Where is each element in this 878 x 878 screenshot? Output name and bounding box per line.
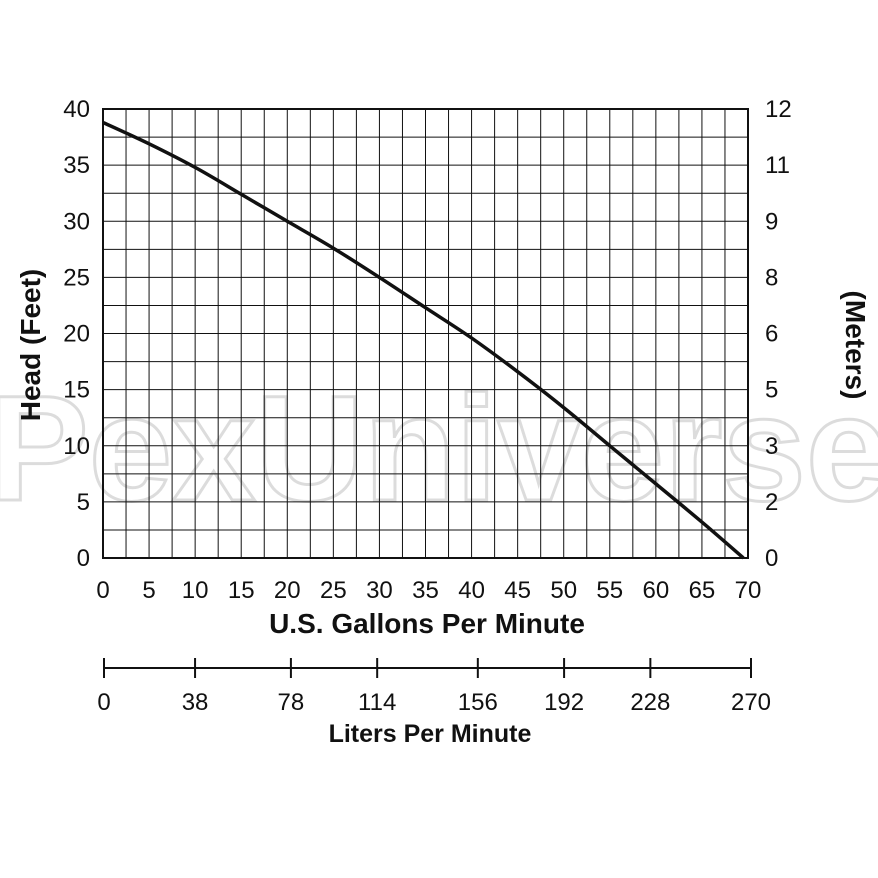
y-tick-label: 25 [63, 264, 90, 291]
x-tick-label: 40 [458, 577, 485, 604]
y-tick-label: 0 [77, 545, 90, 572]
x-tick-label: 0 [96, 577, 109, 604]
x-tick-label: 5 [142, 577, 155, 604]
y-tick-label: 5 [77, 489, 90, 516]
secondary-tick-label: 156 [458, 689, 498, 716]
y-tick-label: 10 [63, 433, 90, 460]
secondary-tick-label: 228 [630, 689, 670, 716]
x-tick-label: 25 [320, 577, 347, 604]
secondary-tick-label: 0 [97, 689, 110, 716]
secondary-tick-label: 192 [544, 689, 584, 716]
y-axis-tick-labels: 0 5 10 15 20 25 30 35 40 [63, 96, 90, 572]
y-right-tick-label: 11 [765, 152, 790, 179]
secondary-tick-label: 114 [358, 689, 396, 716]
x-axis-tick-labels: 0 5 10 15 20 25 30 35 40 45 50 55 60 65 70 [96, 577, 761, 604]
x-tick-label: 70 [735, 577, 762, 604]
y-tick-label: 20 [63, 321, 90, 348]
y-right-tick-label: 3 [765, 433, 778, 460]
x-tick-label: 35 [412, 577, 439, 604]
x-tick-label: 60 [643, 577, 670, 604]
x-tick-label: 50 [550, 577, 577, 604]
grid [103, 109, 748, 558]
y-tick-label: 40 [63, 96, 90, 123]
x-tick-label: 10 [182, 577, 209, 604]
performance-curve [102, 120, 745, 560]
y-tick-label: 35 [63, 152, 90, 179]
y-right-axis-title: (Meters) [840, 291, 871, 400]
plot-frame [102, 108, 749, 559]
y-right-tick-label: 9 [765, 208, 778, 235]
y-axis-title: Head (Feet) [15, 269, 46, 421]
x-tick-label: 20 [274, 577, 301, 604]
x-tick-label: 15 [228, 577, 255, 604]
y-tick-label: 15 [63, 377, 90, 404]
x-axis-title: U.S. Gallons Per Minute [269, 608, 585, 639]
secondary-tick-label: 38 [182, 689, 209, 716]
y-tick-label: 30 [63, 208, 90, 235]
y-right-tick-label: 5 [765, 377, 778, 404]
x-tick-label: 45 [504, 577, 531, 604]
secondary-x-axis: 0 38 78 114 156 192 228 270 [97, 658, 771, 716]
x-tick-label: 30 [366, 577, 393, 604]
watermark-text: PexUniverse [0, 364, 878, 532]
y-right-tick-label: 2 [765, 489, 778, 516]
secondary-tick-label: 78 [278, 689, 305, 716]
x-tick-label: 55 [596, 577, 623, 604]
y-right-tick-label: 12 [765, 96, 792, 123]
y-right-axis-tick-labels: 0 2 3 5 6 8 9 11 12 [765, 96, 792, 572]
y-right-tick-label: 0 [765, 545, 778, 572]
y-right-tick-label: 6 [765, 321, 778, 348]
y-right-tick-label: 8 [765, 264, 778, 291]
secondary-x-axis-title: Liters Per Minute [329, 720, 532, 748]
secondary-tick-label: 270 [731, 689, 771, 716]
x-tick-label: 65 [689, 577, 716, 604]
